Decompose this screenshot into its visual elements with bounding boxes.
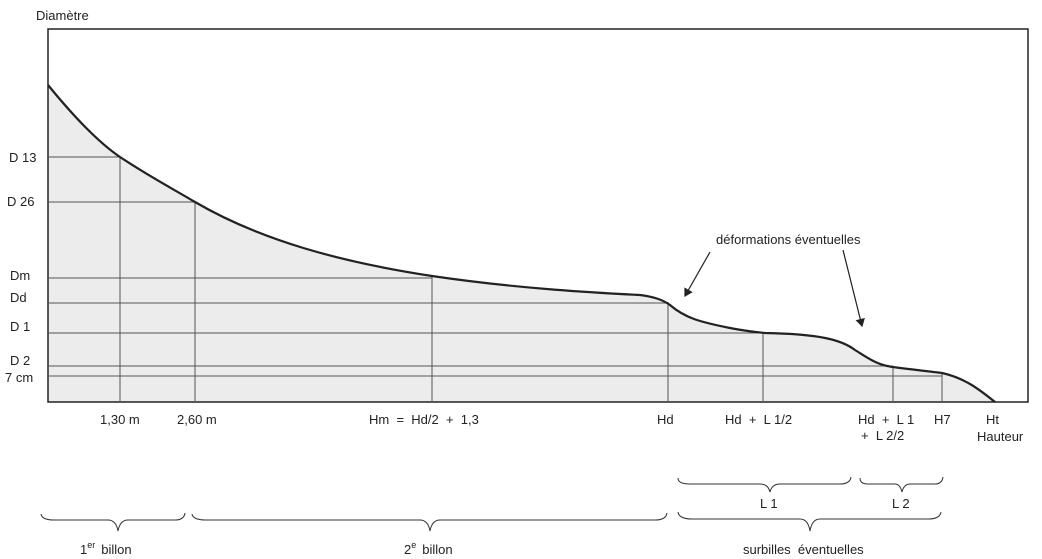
label-260: 2,60 m	[177, 412, 217, 427]
brace-l2-label: L 2	[892, 496, 910, 511]
billon1-num: 1	[80, 542, 87, 557]
deformation-annotation: déformations éventuelles	[716, 232, 861, 247]
brace-surbilles	[677, 511, 942, 532]
label-hdl2-line1: Hd + L 1	[858, 412, 914, 427]
x-axis-title: Hauteur	[977, 429, 1024, 444]
label-dm: Dm	[10, 268, 30, 283]
label-130: 1,30 m	[100, 412, 140, 427]
surbilles-label: surbilles éventuelles	[743, 542, 864, 557]
brace-billon2	[191, 512, 668, 532]
label-h7: H7	[934, 412, 951, 427]
brace-l1-label: L 1	[760, 496, 778, 511]
label-dd: Dd	[10, 290, 27, 305]
deformation-arrow-left	[684, 251, 711, 298]
profile-curve	[47, 84, 996, 403]
billon1-label: 1er billon	[80, 540, 132, 557]
label-hm: Hm = Hd/2 + 1,3	[369, 412, 479, 427]
billon1-sup: er	[87, 540, 95, 550]
label-d1: D 1	[10, 319, 30, 334]
label-7cm: 7 cm	[5, 370, 33, 385]
billon2-num: 2	[404, 542, 411, 557]
billon1-word: billon	[101, 542, 131, 557]
brace-l2	[859, 476, 944, 493]
brace-billon1	[40, 512, 186, 532]
label-ht: Ht	[986, 412, 999, 427]
label-hdl2-line2: + L 2/2	[861, 428, 904, 443]
billon2-sup: e	[411, 540, 416, 550]
brace-l1	[677, 476, 852, 493]
billon2-word: billon	[422, 542, 452, 557]
billon2-label: 2e billon	[404, 540, 453, 557]
y-axis-title: Diamètre	[36, 8, 89, 23]
label-d13: D 13	[9, 150, 36, 165]
label-hdl1: Hd + L 1/2	[725, 412, 792, 427]
label-hd: Hd	[657, 412, 674, 427]
label-d26: D 26	[7, 194, 34, 209]
deformation-arrow-right	[842, 249, 865, 328]
profile-fill	[48, 85, 995, 402]
label-d2: D 2	[10, 353, 30, 368]
plot-frame	[47, 28, 1029, 403]
